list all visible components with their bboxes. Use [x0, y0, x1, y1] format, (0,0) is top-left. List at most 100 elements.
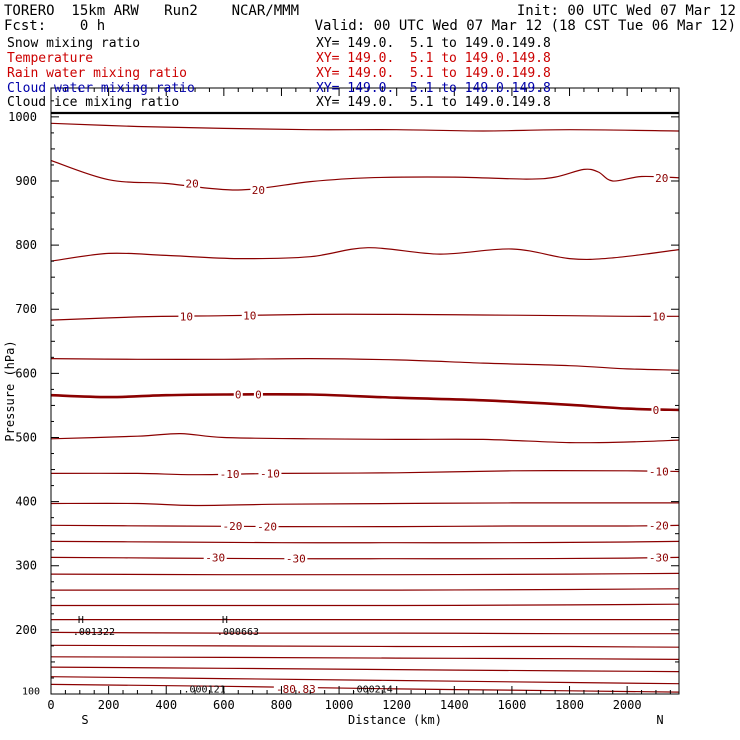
legend-rain-label: Rain water mixing ratio [7, 66, 188, 81]
contour-label: -10 [220, 468, 240, 481]
contour-label-bg [178, 310, 195, 323]
x-tick-label: 400 [155, 698, 177, 712]
y-tick-label: 200 [15, 623, 37, 637]
annotation-text: .000214 [351, 685, 393, 696]
contour-label: -20 [223, 520, 243, 533]
annotation-text: .000121 [184, 685, 226, 696]
header-init: Init: 00 UTC Wed 07 Mar 12 [516, 3, 736, 19]
contour-label-bg [273, 682, 318, 695]
isotherm-m55 [51, 631, 679, 635]
contour-label: 20 [655, 172, 668, 185]
y-axis-label: Pressure (hPa) [3, 340, 17, 441]
contour-label-bg [220, 519, 244, 532]
legend-cloud-ice-label: Cloud ice mixing ratio [7, 95, 180, 110]
contour-label-bg [647, 519, 671, 532]
header-fcst: Fcst: 0 h [4, 18, 106, 34]
contour-label-bg [284, 552, 308, 565]
isotherm-0 [51, 392, 679, 412]
contour-label: 0 [235, 389, 242, 402]
contour-label-bg [255, 520, 279, 533]
contour-label-bg [233, 388, 243, 401]
contour-label: -10 [649, 465, 669, 478]
contour-label: -80.83 [276, 683, 316, 696]
isotherm-25 [51, 122, 679, 132]
contour-label: -30 [286, 553, 306, 566]
contour-label-bg [650, 310, 667, 323]
legend-snow-xy: XY= 149.0. 5.1 to 149.0.149.8 [316, 36, 551, 51]
x-tick-label: 1200 [382, 698, 411, 712]
high-symbol: H [78, 615, 84, 626]
y-tick-label: 400 [15, 495, 37, 509]
x-tick-label: 600 [213, 698, 235, 712]
y-tick-label: 500 [15, 430, 37, 444]
high-value: .001322 [73, 627, 115, 638]
contour-label: -30 [205, 551, 225, 564]
contour-label: 20 [252, 184, 265, 197]
legend-cloud-water-label: Cloud water mixing ratio [7, 81, 195, 96]
isotherm-15 [51, 247, 679, 262]
isotherm-m60 [51, 644, 679, 648]
isotherm-m10 [51, 470, 679, 476]
isotherm-m30 [51, 556, 679, 560]
side-label-south: S [81, 713, 88, 727]
contour-label: -30 [649, 551, 669, 564]
x-axis-label: Distance (km) [348, 713, 442, 727]
y-tick-label: 600 [15, 366, 37, 380]
contour-label: 10 [652, 310, 665, 323]
plot-frame [50, 87, 680, 695]
contour-label-bg [647, 465, 671, 478]
x-tick-label: 0 [47, 698, 54, 712]
high-value: .000663 [217, 627, 259, 638]
isotherm-m65 [51, 656, 679, 660]
legend-snow-label: Snow mixing ratio [7, 36, 141, 51]
isotherm-m45 [51, 603, 679, 607]
header-model: TORERO 15km ARW Run2 NCAR/MMM [4, 3, 300, 19]
contour-label: 20 [186, 178, 199, 191]
isotherm-m25 [51, 540, 679, 544]
contour-label-bg [647, 551, 671, 564]
x-tick-label: 1800 [555, 698, 584, 712]
isotherm-m15 [51, 502, 679, 507]
annotation-text: 100 [22, 686, 40, 697]
x-tick-label: 1400 [440, 698, 469, 712]
contour-label-bg [253, 388, 263, 401]
isotherm-m5 [51, 432, 679, 444]
contour-label-bg [241, 309, 258, 322]
isotherm-m20 [51, 524, 679, 528]
legend-temperature-xy: XY= 149.0. 5.1 to 149.0.149.8 [316, 51, 551, 66]
contour-label: 10 [243, 310, 256, 323]
contour-label: 10 [180, 310, 193, 323]
contour-label-bg [651, 403, 661, 416]
x-tick-label: 2000 [613, 698, 642, 712]
legend-rain-xy: XY= 149.0. 5.1 to 149.0.149.8 [316, 66, 551, 81]
y-tick-label: 900 [15, 174, 37, 188]
isotherm-m70 [51, 666, 679, 673]
y-tick-label: 800 [15, 238, 37, 252]
contour-label-bg [258, 467, 282, 480]
isotherm-m40 [51, 588, 679, 591]
legend-cloud-ice-xy: XY= 149.0. 5.1 to 149.0.149.8 [316, 95, 551, 110]
contour-label: 0 [653, 404, 660, 417]
y-tick-label: 700 [15, 302, 37, 316]
legend-temperature-label: Temperature [7, 51, 94, 66]
contour-label-bg [218, 468, 242, 481]
isotherm-5 [51, 357, 679, 371]
contour-label-bg [184, 177, 201, 190]
contour-label-bg [653, 171, 670, 184]
isotherm-m35 [51, 572, 679, 576]
contour-label: -20 [257, 521, 277, 534]
x-tick-label: 1600 [497, 698, 526, 712]
high-symbol: H [222, 615, 228, 626]
y-tick-label: 1000 [8, 110, 37, 124]
contour-label: 0 [255, 389, 262, 402]
x-tick-label: 200 [98, 698, 120, 712]
contour-label: -20 [649, 519, 669, 532]
x-tick-label: 1000 [325, 698, 354, 712]
y-tick-label: 300 [15, 559, 37, 573]
x-tick-label: 800 [271, 698, 293, 712]
isotherm-20 [51, 159, 679, 191]
isotherm-m80 [51, 683, 679, 693]
side-label-north: N [656, 713, 663, 727]
legend-cloud-water-xy: XY= 149.0. 5.1 to 149.0.149.8 [316, 81, 551, 96]
